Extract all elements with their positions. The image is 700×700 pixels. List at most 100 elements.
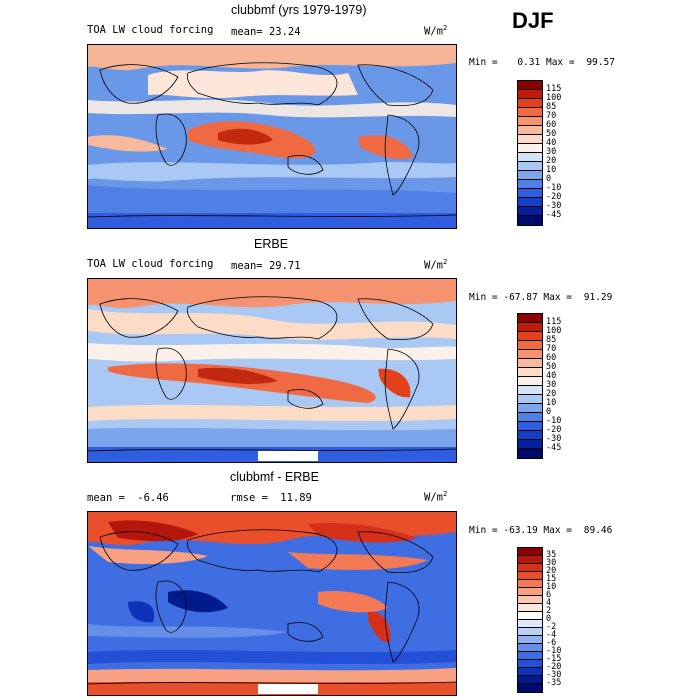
colorbar-swatch <box>518 652 542 660</box>
colorbar-swatch <box>518 580 542 588</box>
colorbar-tick-label: 100 <box>546 326 562 336</box>
colorbar-swatch <box>518 636 542 644</box>
colorbar-tick-label: -10 <box>546 183 562 193</box>
colorbar-tick-label: -30 <box>546 670 562 680</box>
panel3-rmse: rmse = 11.89 <box>230 492 312 504</box>
colorbar-swatch <box>518 413 542 422</box>
colorbar-swatch <box>518 216 542 225</box>
colorbar-tick-label: 2 <box>546 606 552 616</box>
colorbar-swatch <box>518 404 542 413</box>
panel1-mean-value: 23.24 <box>268 26 301 38</box>
colorbar-swatch <box>518 684 542 692</box>
panel1-units: W/m2 <box>424 24 447 38</box>
colorbar-tick-label: 15 <box>546 574 557 584</box>
panel3-map <box>87 511 457 696</box>
panel3-colorbar <box>517 547 543 693</box>
colorbar-tick-label: 100 <box>546 93 562 103</box>
panel1-max-label: Max = <box>545 57 575 68</box>
colorbar-tick-label: 4 <box>546 598 552 608</box>
colorbar-swatch <box>518 135 542 144</box>
colorbar-swatch <box>518 620 542 628</box>
colorbar-tick-label: -20 <box>546 425 562 435</box>
panel3-rmse-value: 11.89 <box>280 492 312 504</box>
colorbar-swatch <box>518 332 542 341</box>
panel1-units-text: W/m <box>424 25 443 38</box>
colorbar-tick-label: 60 <box>546 120 557 130</box>
panel1-variable-label: TOA LW cloud forcing <box>87 24 214 36</box>
colorbar-tick-label: 10 <box>546 582 557 592</box>
panel3-max-label: Max = <box>543 525 573 536</box>
colorbar-swatch <box>518 350 542 359</box>
colorbar-swatch <box>518 449 542 458</box>
colorbar-tick-label: -2 <box>546 622 557 632</box>
panel2-mean-label: mean= <box>231 260 263 272</box>
panel3-mean-label: mean = <box>87 492 125 504</box>
colorbar-tick-label: -45 <box>546 443 562 453</box>
colorbar-tick-label: 115 <box>546 84 562 94</box>
colorbar-swatch <box>518 628 542 636</box>
colorbar-tick-label: 40 <box>546 371 557 381</box>
panel2-max-label: Max = <box>543 292 573 303</box>
colorbar-swatch <box>518 368 542 377</box>
colorbar-tick-label: -6 <box>546 638 557 648</box>
panel3-minmax: Min = -63.19 Max = 89.46 <box>469 525 612 536</box>
panel1-max-value: 99.57 <box>586 57 615 68</box>
colorbar-tick-label: 20 <box>546 389 557 399</box>
colorbar-swatch <box>518 144 542 153</box>
colorbar-tick-label: -20 <box>546 192 562 202</box>
panel3-units-sup: 2 <box>442 490 448 498</box>
panel1-colorbar <box>517 80 543 226</box>
colorbar-swatch <box>518 323 542 332</box>
panel1-min-label: Min = <box>469 57 498 68</box>
colorbar-swatch <box>518 314 542 323</box>
colorbar-swatch <box>518 644 542 652</box>
panel1-mean-label: mean= <box>231 26 263 38</box>
panel3-units-text: W/m <box>424 491 443 504</box>
colorbar-tick-label: -10 <box>546 416 562 426</box>
colorbar-tick-label: -35 <box>546 678 562 688</box>
panel1-minmax: Min = 0.31 Max = 99.57 <box>469 57 615 68</box>
colorbar-swatch <box>518 604 542 612</box>
colorbar-tick-label: 50 <box>546 129 557 139</box>
colorbar-tick-label: -30 <box>546 201 562 211</box>
panel1-map <box>87 44 457 229</box>
colorbar-tick-label: -10 <box>546 646 562 656</box>
colorbar-swatch <box>518 422 542 431</box>
panel2-colorbar <box>517 313 543 459</box>
colorbar-tick-label: 10 <box>546 165 557 175</box>
colorbar-tick-label: 30 <box>546 380 557 390</box>
colorbar-swatch <box>518 117 542 126</box>
panel2-units-sup: 2 <box>442 258 448 266</box>
colorbar-swatch <box>518 189 542 198</box>
panel3-units: W/m2 <box>424 490 447 504</box>
colorbar-tick-label: 10 <box>546 398 557 408</box>
colorbar-swatch <box>518 359 542 368</box>
colorbar-swatch <box>518 81 542 90</box>
colorbar-swatch <box>518 676 542 684</box>
colorbar-tick-label: 6 <box>546 590 552 600</box>
colorbar-tick-label: 60 <box>546 353 557 363</box>
panel1-units-sup: 2 <box>442 24 448 32</box>
panel3-mean-value: -6.46 <box>137 492 169 504</box>
colorbar-tick-label: -45 <box>546 210 562 220</box>
colorbar-swatch <box>518 564 542 572</box>
panel2-units: W/m2 <box>424 258 447 272</box>
panel3-rmse-label: rmse = <box>230 492 268 504</box>
panel2-mean: mean= 29.71 <box>231 260 301 272</box>
colorbar-tick-label: 0 <box>546 174 552 184</box>
colorbar-swatch <box>518 341 542 350</box>
panel1-mean: mean= 23.24 <box>231 26 301 38</box>
colorbar-swatch <box>518 395 542 404</box>
colorbar-tick-label: 70 <box>546 111 557 121</box>
colorbar-tick-label: 20 <box>546 566 557 576</box>
colorbar-swatch <box>518 588 542 596</box>
panel2-min-label: Min = <box>469 292 498 303</box>
colorbar-tick-label: 70 <box>546 344 557 354</box>
colorbar-tick-label: -4 <box>546 630 557 640</box>
panel1-title: clubbmf (yrs 1979-1979) <box>231 3 367 17</box>
colorbar-swatch <box>518 99 542 108</box>
colorbar-swatch <box>518 153 542 162</box>
panel2-max-value: 91.29 <box>583 292 613 303</box>
colorbar-swatch <box>518 556 542 564</box>
colorbar-swatch <box>518 660 542 668</box>
